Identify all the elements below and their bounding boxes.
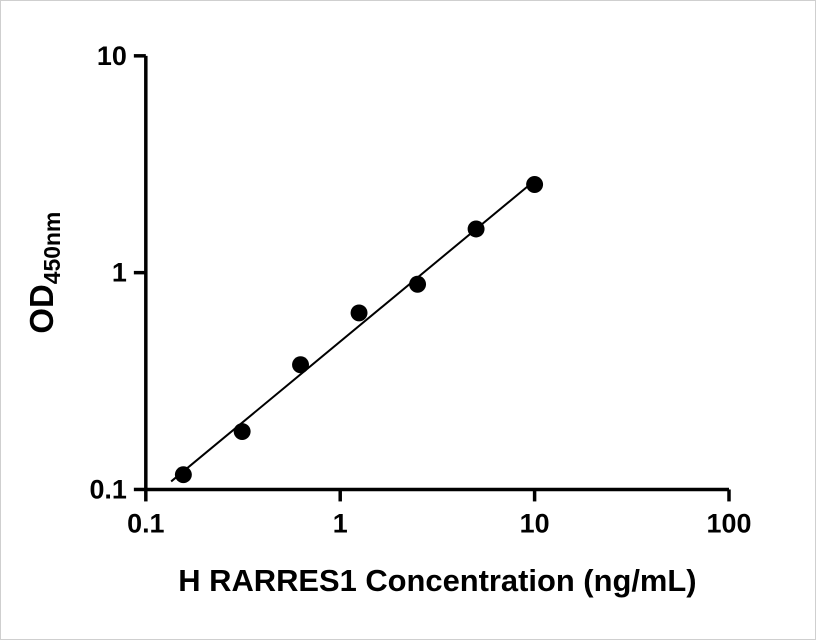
axes-spines xyxy=(144,55,729,492)
y-tick-label: 1 xyxy=(112,258,127,288)
data-point xyxy=(233,423,251,441)
y-tick-label: 10 xyxy=(97,41,127,71)
data-point xyxy=(409,275,427,293)
x-tick-label: 10 xyxy=(520,508,550,538)
x-tick-label: 100 xyxy=(707,508,752,538)
y-tick-label: 0.1 xyxy=(89,474,126,504)
data-point xyxy=(526,176,544,193)
x-tick-label: 0.1 xyxy=(127,508,164,538)
y-axis-title-main: OD xyxy=(23,284,60,333)
data-point xyxy=(174,466,192,484)
data-point xyxy=(292,356,310,374)
y-axis-title-subscript: 450nm xyxy=(39,212,65,285)
data-point xyxy=(467,220,485,238)
y-axis-title: OD450nm xyxy=(23,212,65,334)
x-tick-label: 1 xyxy=(333,508,348,538)
plot-area xyxy=(146,56,729,490)
x-axis-title: H RARRES1 Concentration (ng/mL) xyxy=(178,563,696,598)
data-point xyxy=(350,304,368,322)
